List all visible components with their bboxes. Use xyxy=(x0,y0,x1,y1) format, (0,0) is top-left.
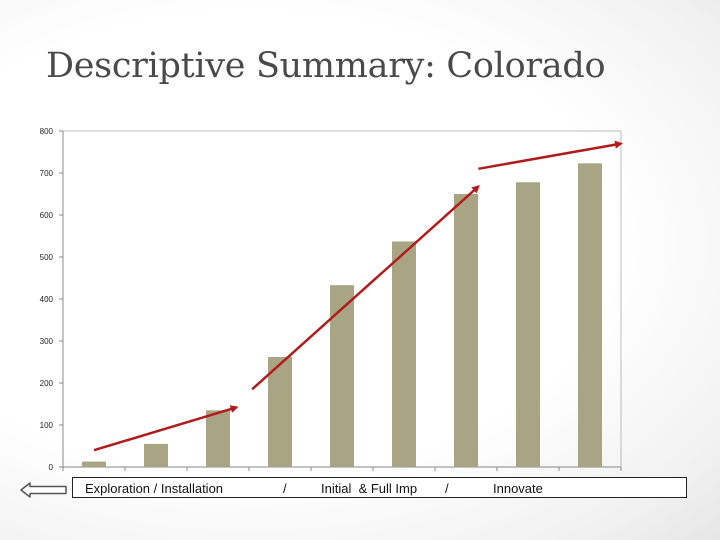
bars xyxy=(82,163,602,468)
y-tick-label: 700 xyxy=(40,169,54,178)
bar xyxy=(392,241,416,467)
trend-arrow xyxy=(93,405,239,452)
y-tick-label: 500 xyxy=(40,253,54,262)
phase-innovate-label: Innovate xyxy=(493,481,543,496)
y-tick-label: 200 xyxy=(40,379,54,388)
bar xyxy=(578,163,602,467)
bar xyxy=(268,356,292,467)
bar xyxy=(206,410,230,467)
bar xyxy=(330,285,354,467)
trend-arrows xyxy=(93,140,623,452)
phase-label-box: Exploration / Installation / Initial & F… xyxy=(72,477,687,498)
x-axis xyxy=(62,466,622,471)
phase-initial-full-label: Initial & Full Imp xyxy=(321,481,418,496)
y-tick-label: 0 xyxy=(49,463,54,472)
trend-arrow xyxy=(251,185,480,391)
y-tick-label: 800 xyxy=(40,127,54,136)
bar-chart: 0 100 200 300 400 500 600 700 800 xyxy=(40,127,623,472)
phase-separator: / xyxy=(283,481,287,496)
bar xyxy=(516,182,540,468)
phase-exploration-label: Exploration / Installation xyxy=(85,481,224,496)
y-axis: 0 100 200 300 400 500 600 700 800 xyxy=(40,127,622,472)
y-tick-label: 100 xyxy=(40,421,54,430)
y-tick-label: 600 xyxy=(40,211,54,220)
bar xyxy=(454,194,478,467)
y-tick-label: 300 xyxy=(40,337,54,346)
bar xyxy=(82,461,106,467)
left-arrow-icon[interactable] xyxy=(20,482,68,498)
slide-title: Descriptive Summary: Colorado xyxy=(46,46,606,86)
phase-separator: / xyxy=(445,481,449,496)
trend-arrow xyxy=(478,140,623,171)
y-tick-label: 400 xyxy=(40,295,54,304)
bar xyxy=(144,443,168,467)
